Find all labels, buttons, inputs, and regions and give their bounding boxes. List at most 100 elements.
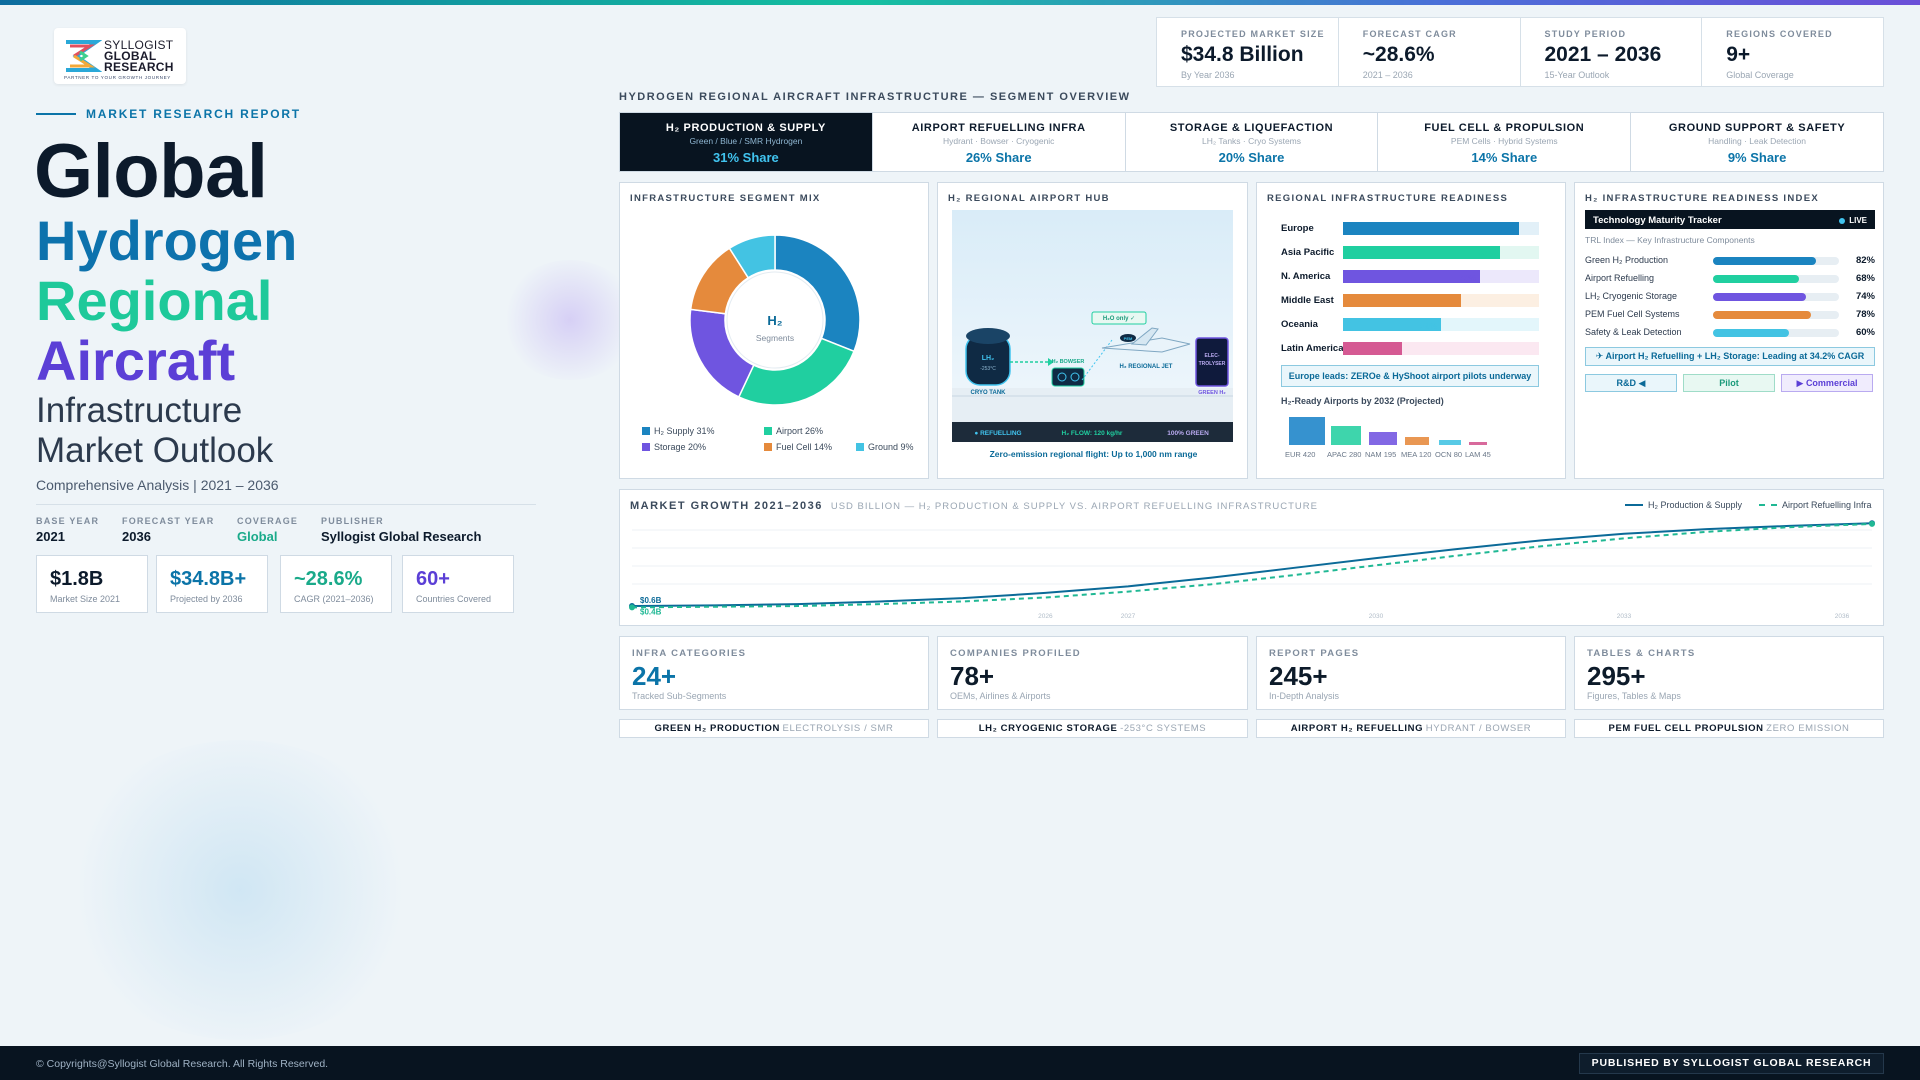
status-flow: H₂ FLOW: 120 kg/hr [1062,430,1123,437]
trl-track [1713,329,1839,337]
jet-label: H₂ REGIONAL JET [1120,364,1173,370]
readiness-track: 50% [1343,318,1539,331]
market-growth-title: MARKET GROWTH 2021–2036 USD BILLION — H₂ … [630,500,1318,512]
meta-base-year: BASE YEAR 2021 [36,516,100,544]
europe-callout: Europe leads: ZEROe & HyShoot airport pi… [1281,365,1539,387]
start-label-h2: $0.6B [640,596,662,605]
meta-coverage: COVERAGE Global [237,516,299,544]
mini-bar-label: MEA 120 [1401,450,1432,459]
summary-stats-bar: PROJECTED MARKET SIZE $34.8 Billion By Yea… [1156,17,1884,87]
bowser-icon [1051,367,1085,387]
trl-label: LH₂ Cryogenic Storage [1585,291,1678,301]
donut-center-sub: Segments [755,333,795,343]
readiness-bar [1343,270,1481,283]
readiness-label: N. America [1281,271,1331,282]
kpi-cagr: ~28.6% CAGR (2021–2036) [280,555,392,613]
tab-h2-production[interactable]: H₂ PRODUCTION & SUPPLY Green / Blue / SMR… [620,113,873,171]
readiness-row-middle-east: Middle East 60% [1281,292,1541,308]
mini-bar-5 [1469,442,1487,445]
trl-label: Green H₂ Production [1585,255,1669,265]
donut-slice-ground [728,234,776,279]
readiness-row-latin-america: Latin America 30% [1281,340,1541,356]
readiness-row-oceania: Oceania 50% [1281,316,1541,332]
donut-center-label: H₂ [767,313,783,328]
readiness-label: Europe [1281,223,1314,234]
kpi-countries: 60+ Countries Covered [402,555,514,613]
logo-s-icon [66,40,102,72]
regional-readiness-card: REGIONAL INFRASTRUCTURE READINESS Europe… [1256,182,1566,479]
stat-regions: REGIONS COVERED 9+ Global Coverage [1726,29,1833,80]
trl-pct: 74% [1855,291,1875,302]
airport-hub-card: H₂ REGIONAL AIRPORT HUB LH₂ -253°C CRYO … [937,182,1248,479]
tag-airport-refuelling: AIRPORT H₂ REFUELLING HYDRANT / BOWSER [1256,719,1566,738]
pem-label: PEM [1124,336,1133,341]
meta-forecast-year: FORECAST YEAR 2036 [122,516,215,544]
segment-mix-card: INFRASTRUCTURE SEGMENT MIX H₂ Segments H… [619,182,929,479]
readiness-bar [1343,318,1441,331]
kpi-projected: $34.8B+ Projected by 2036 [156,555,268,613]
trl-track [1713,311,1839,319]
trl-bar [1713,275,1799,283]
legend-fuel-cell: Fuel Cell 14% [764,442,832,452]
series-line-0 [631,522,1873,608]
title-line-3: Regional [36,269,273,332]
trl-label: PEM Fuel Cell Systems [1585,309,1680,319]
tables-charts-card: TABLES & CHARTS 295+ Figures, Tables & Map… [1574,636,1884,710]
tag-pem-fuel-cell: PEM FUEL CELL PROPULSION ZERO EMISSION [1574,719,1884,738]
footer: © Copyrights@Syllogist Global Research. … [0,1046,1920,1080]
companies-profiled-card: COMPANIES PROFILED 78+ OEMs, Airlines & Ai… [937,636,1248,710]
readiness-pct: 60% [1439,297,1457,307]
legend-storage: Storage 20% [642,442,706,452]
trl-bar [1713,257,1817,265]
stage-pill-rnd[interactable]: R&D ◀ [1585,374,1677,392]
trl-caption: TRL Index — Key Infrastructure Component… [1585,235,1755,245]
tab-ground-support[interactable]: GROUND SUPPORT & SAFETY Handling · Leak D… [1668,122,1846,165]
tab-fuel-cell[interactable]: FUEL CELL & PROPULSION PEM Cells · Hybrid… [1378,113,1632,171]
water-label: H₂O only ✓ [1103,316,1135,322]
readiness-label: Middle East [1281,295,1334,306]
market-growth-line-chart: $0.6B $0.4B 2026 2027 2030 2033 2036 [629,520,1875,620]
green-h2-label: GREEN H₂ [1198,390,1226,396]
mini-bar-label: NAM 195 [1365,450,1397,459]
readiness-bar [1343,294,1461,307]
trl-row-1: Airport Refuelling 68% [1585,272,1875,286]
readiness-row-europe: Europe 90% [1281,220,1541,236]
report-kicker: MARKET RESEARCH REPORT [36,107,301,121]
trl-track [1713,257,1839,265]
trl-bar [1713,329,1789,337]
mini-bar-label: OCN 80 [1435,450,1463,459]
donut-slice-airport [737,337,856,406]
cryo-tank-icon [965,328,1011,386]
airport-hub-title: H₂ REGIONAL AIRPORT HUB [948,193,1110,204]
report-subtitle: Comprehensive Analysis | 2021 – 2036 [36,477,279,493]
trl-label: Airport Refuelling [1585,273,1655,283]
donut-slice-h-supply [774,234,861,353]
x-tick-label: 2026 [1038,613,1053,620]
mini-bar-3 [1405,437,1429,445]
readiness-bar [1343,342,1402,355]
meta-publisher: PUBLISHER Syllogist Global Research [321,516,482,544]
stage-pill-commercial[interactable]: ▶ Commercial [1781,374,1873,392]
readiness-track: 70% [1343,270,1539,283]
airport-hub-illustration: LH₂ -253°C CRYO TANK H₂ BOWSER PEM H₂O o… [952,210,1233,442]
cagr-lead-callout: ✈ Airport H₂ Refuelling + LH₂ Storage: L… [1585,347,1875,366]
readiness-index-card: H₂ INFRASTRUCTURE READINESS INDEX Techno… [1574,182,1884,479]
copyright-text: © Copyrights@Syllogist Global Research. … [36,1058,329,1070]
stage-pill-pilot[interactable]: Pilot [1683,374,1775,392]
readiness-bar [1343,222,1520,235]
trl-row-4: Safety & Leak Detection 60% [1585,326,1875,340]
hub-caption: Zero-emission regional flight: Up to 1,0… [989,449,1198,459]
x-tick-label: 2027 [1121,613,1136,620]
title-line-2: Hydrogen [36,209,298,272]
mini-bar-4 [1439,439,1461,445]
x-tick-label: 2036 [1835,613,1850,620]
logo-wordmark: SYLLOGIST GLOBAL RESEARCH [104,38,174,74]
trl-bar [1713,311,1812,319]
tab-storage[interactable]: STORAGE & LIQUEFACTION LH₂ Tanks · Cryo S… [1126,113,1379,171]
mini-bars-title: H₂-Ready Airports by 2032 (Projected) [1281,396,1444,406]
readiness-row-n-america: N. America 70% [1281,268,1541,284]
tag-green-h2: GREEN H₂ PRODUCTION ELECTROLYSIS / SMR [619,719,929,738]
mini-bar-2 [1369,432,1397,445]
tab-airport-refuelling[interactable]: AIRPORT REFUELLING INFRA Hydrant · Bowser… [873,113,1126,171]
infra-categories-card: INFRA CATEGORIES 24+ Tracked Sub-Segments [619,636,929,710]
